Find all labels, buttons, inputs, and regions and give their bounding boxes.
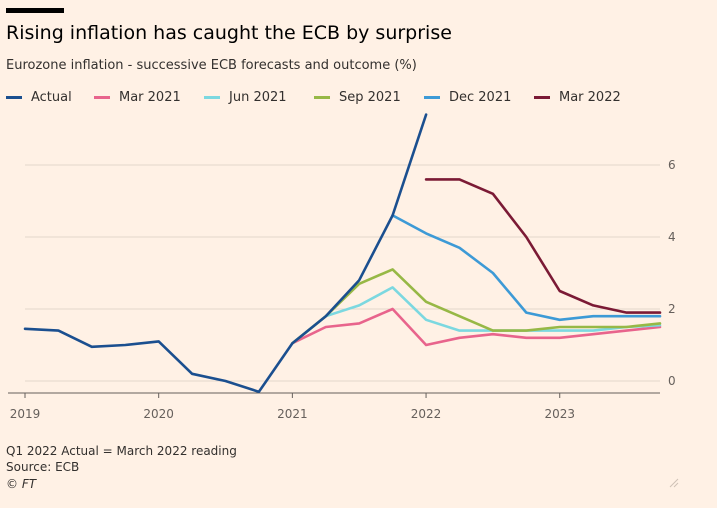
ft-credit: © FT [6,477,37,491]
series-lines [23,113,662,394]
gridlines [25,164,660,382]
legend-swatch-jun-2021 [204,95,220,99]
legend-swatch-mar-2022 [534,95,550,99]
x-tick-label-2023: 2023 [544,407,575,421]
legend: Actual Mar 2021 Jun 2021 Sep 2021 Dec 20… [6,89,711,105]
x-tick-label-2022: 2022 [411,407,442,421]
legend-swatch-mar-2021 [94,95,110,99]
legend-swatch-dec-2021 [424,95,440,99]
legend-label-dec-2021: Dec 2021 [449,89,512,105]
legend-swatch-actual [6,95,22,99]
chart-source: Source: ECB [6,460,80,474]
series-line-sep-2021 [291,268,662,345]
series-line-dec-2021 [391,214,662,322]
chart-subtitle: Eurozone inflation - successive ECB fore… [6,58,417,73]
series-line-jun-2021 [291,286,662,345]
legend-label-actual: Actual [31,89,72,105]
legend-item-mar-2021: Mar 2021 [94,89,181,105]
x-tick-label-2020: 2020 [143,407,174,421]
y-axis: 0 2 4 6 [668,158,676,388]
series-line-actual [23,113,428,394]
resize-handle-icon [669,478,679,488]
legend-label-mar-2021: Mar 2021 [119,89,181,105]
chart-note: Q1 2022 Actual = March 2022 reading [6,444,237,458]
legend-item-mar-2022: Mar 2022 [534,89,621,105]
x-tick-label-2021: 2021 [277,407,308,421]
legend-item-sep-2021: Sep 2021 [314,89,401,105]
x-tick-label-2019: 2019 [10,407,41,421]
y-tick-label-2: 2 [668,302,676,316]
chart-title: Rising inflation has caught the ECB by s… [6,22,452,44]
ft-top-bar [6,8,64,13]
legend-swatch-sep-2021 [314,95,330,99]
series-line-mar-2021 [291,307,662,347]
x-axis: 2019 2020 2021 2022 2023 [8,392,660,421]
legend-label-jun-2021: Jun 2021 [229,89,287,105]
legend-label-mar-2022: Mar 2022 [559,89,621,105]
y-tick-label-0: 0 [668,374,676,388]
y-tick-label-6: 6 [668,158,676,172]
legend-label-sep-2021: Sep 2021 [339,89,401,105]
legend-item-jun-2021: Jun 2021 [204,89,287,105]
legend-item-dec-2021: Dec 2021 [424,89,511,105]
legend-item-actual: Actual [6,89,72,105]
series-line-mar-2022 [424,178,662,314]
y-tick-label-4: 4 [668,230,676,244]
